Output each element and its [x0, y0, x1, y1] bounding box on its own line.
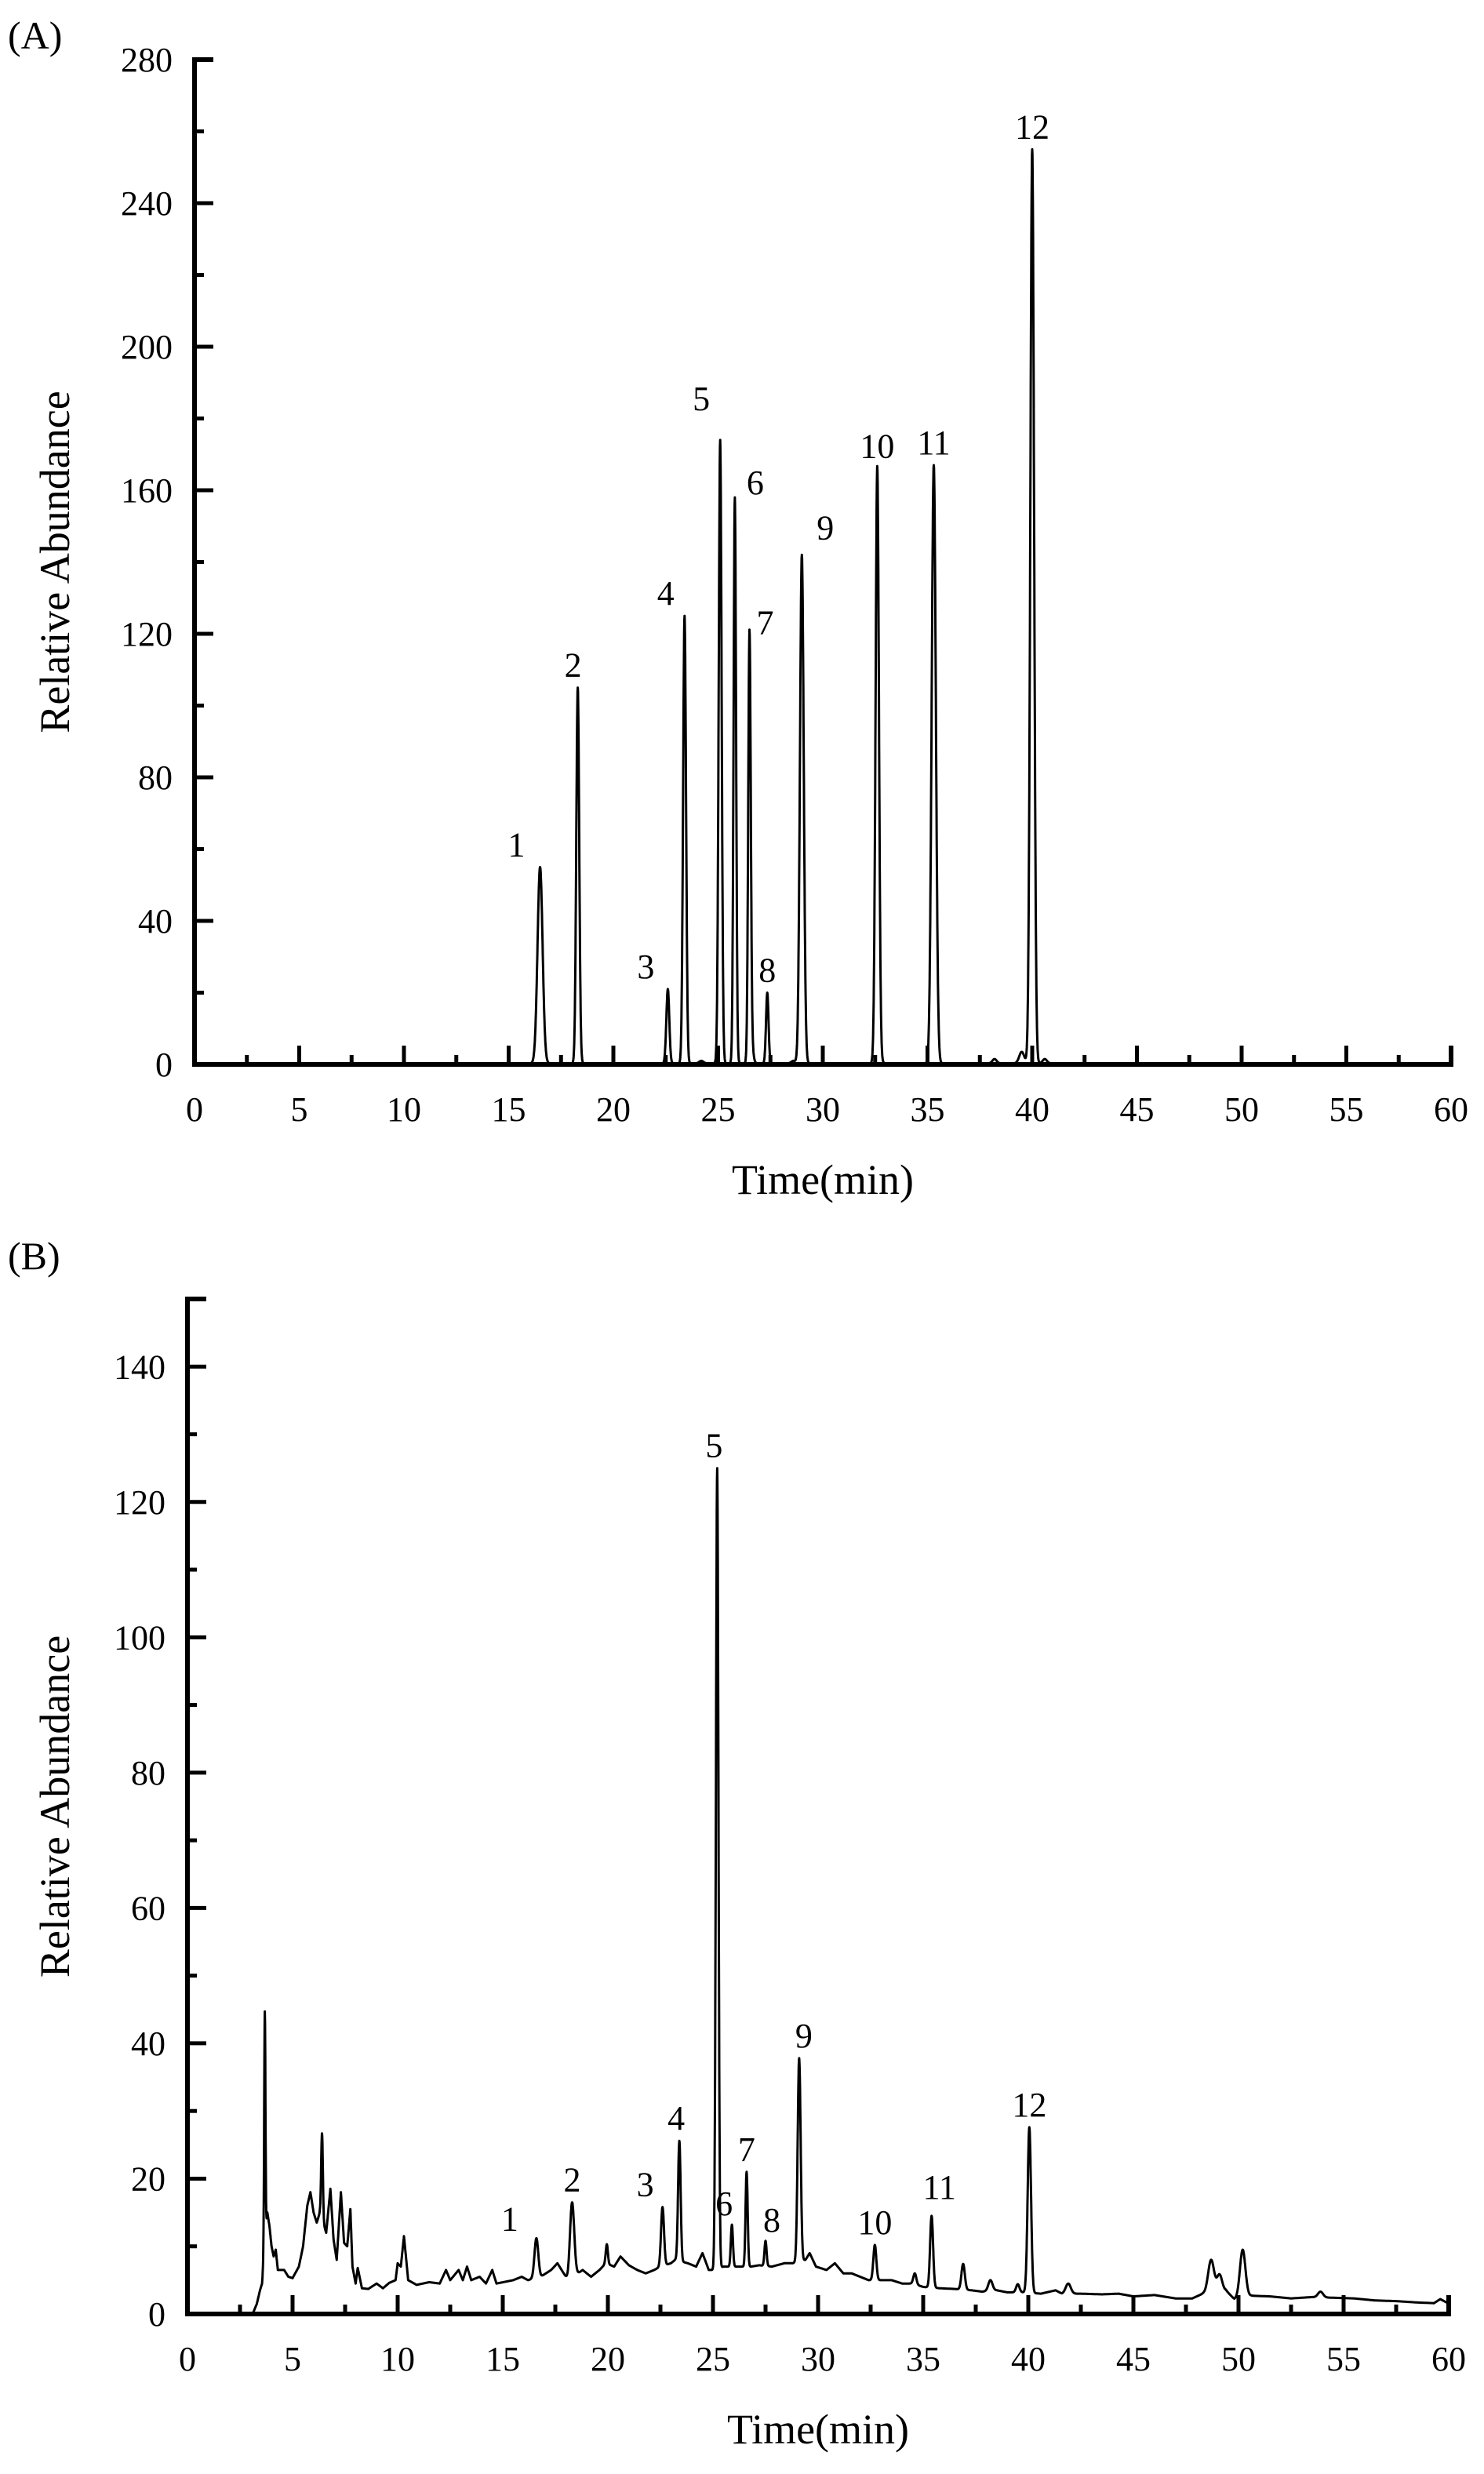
peak-label: 6 [747, 464, 764, 502]
peak-label: 2 [563, 2161, 580, 2199]
peak-label: 5 [693, 380, 710, 418]
peak-label: 10 [857, 2203, 892, 2242]
x-tick-label: 15 [492, 1090, 526, 1129]
axes-frame-b [185, 1297, 1451, 2316]
peak-label: 3 [637, 948, 654, 986]
chromatogram-trace-a [193, 147, 1453, 1065]
peak-label: 9 [817, 508, 834, 547]
axis-ticks-b [185, 1297, 1451, 2316]
peak-label: 5 [705, 1427, 722, 1465]
y-tick-label: 140 [114, 1348, 165, 1386]
x-tick-label: 30 [801, 2340, 835, 2378]
x-tick-label: 0 [179, 2340, 196, 2378]
x-tick-label: 25 [696, 2340, 730, 2378]
peak-label: 8 [763, 2201, 780, 2239]
y-tick-label: 0 [148, 2295, 165, 2334]
chart-panel-b: (B) Relative Abundance Time(min) 0 5 10 15 2… [8, 1234, 1466, 2453]
x-tick-label: 5 [291, 1090, 308, 1129]
x-tick-label: 45 [1120, 1090, 1155, 1129]
peak-label: 1 [501, 2199, 518, 2238]
x-tick-label: 30 [806, 1090, 840, 1129]
panel-label-b: (B) [8, 1234, 60, 1278]
peak-label: 7 [738, 2130, 755, 2169]
x-tick-label: 5 [284, 2340, 301, 2378]
x-tick-label: 15 [486, 2340, 520, 2378]
chromatogram-trace-b [186, 1467, 1450, 2316]
panel-label-a: (A) [8, 13, 62, 57]
y-tick-label: 80 [138, 759, 173, 797]
peak-label: 12 [1012, 2086, 1046, 2124]
y-tick-label: 120 [114, 1483, 165, 1522]
y-tick-label: 40 [138, 902, 173, 940]
peak-label: 7 [757, 604, 774, 642]
chart-panel-a: (A) Relative Abundance Time(min) 0 5 10 15 2… [8, 13, 1468, 1203]
y-axis-title-a: Relative Abundance [31, 391, 78, 733]
peak-label: 6 [715, 2185, 733, 2223]
x-tick-label: 20 [596, 1090, 631, 1129]
y-axis-title-b: Relative Abundance [31, 1635, 78, 1977]
x-tick-label: 50 [1221, 2340, 1256, 2378]
y-tick-label: 280 [121, 41, 173, 79]
peak-label: 3 [637, 2166, 654, 2204]
peak-label: 12 [1015, 107, 1049, 146]
x-tick-label: 55 [1329, 1090, 1364, 1129]
x-tick-label: 50 [1224, 1090, 1259, 1129]
x-tick-label: 25 [701, 1090, 736, 1129]
x-tick-label: 35 [906, 2340, 940, 2378]
y-tick-label: 160 [121, 471, 173, 510]
x-tick-label: 10 [380, 2340, 415, 2378]
y-tick-label: 120 [121, 615, 173, 653]
peak-label: 2 [565, 646, 582, 685]
tick-labels-b: 0 5 10 15 20 25 30 35 40 45 50 55 600204060801001201… [114, 1348, 1466, 2378]
x-tick-label: 10 [387, 1090, 421, 1129]
peak-label: 1 [508, 825, 526, 864]
peak-label: 11 [917, 424, 950, 462]
axis-ticks-a [192, 57, 1453, 1067]
peak-label: 11 [923, 2168, 956, 2207]
x-tick-label: 40 [1011, 2340, 1046, 2378]
x-axis-title-a: Time(min) [732, 1156, 914, 1203]
y-tick-label: 240 [121, 184, 173, 223]
x-axis-title-b: Time(min) [727, 2406, 909, 2453]
x-tick-label: 45 [1116, 2340, 1151, 2378]
y-tick-label: 20 [131, 2159, 165, 2198]
peak-label: 10 [860, 427, 894, 466]
y-tick-label: 60 [131, 1889, 165, 1927]
x-tick-label: 60 [1431, 2340, 1466, 2378]
y-tick-label: 200 [121, 328, 173, 366]
x-tick-label: 40 [1015, 1090, 1049, 1129]
x-tick-label: 60 [1434, 1090, 1468, 1129]
tick-labels-a: 0 5 10 15 20 25 30 35 40 45 50 55 600408012016020024… [121, 41, 1468, 1129]
peak-label: 8 [758, 951, 776, 990]
axes-frame-a [192, 57, 1453, 1067]
y-tick-label: 100 [114, 1618, 165, 1657]
y-tick-label: 80 [131, 1754, 165, 1792]
y-tick-label: 40 [131, 2025, 165, 2063]
x-tick-label: 55 [1326, 2340, 1361, 2378]
y-tick-label: 0 [155, 1046, 173, 1084]
peak-label: 4 [657, 574, 675, 613]
peak-label: 4 [667, 2099, 685, 2137]
x-tick-label: 0 [186, 1090, 203, 1129]
peak-label: 9 [795, 2017, 813, 2055]
x-tick-label: 35 [911, 1090, 945, 1129]
x-tick-label: 20 [591, 2340, 625, 2378]
